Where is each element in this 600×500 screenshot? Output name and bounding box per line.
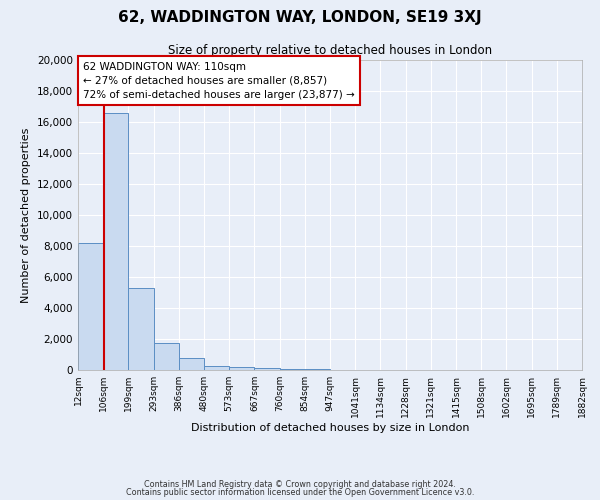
Y-axis label: Number of detached properties: Number of detached properties — [22, 128, 31, 302]
Bar — [78, 243, 103, 370]
Bar — [179, 358, 204, 370]
Bar — [154, 343, 179, 370]
Bar — [254, 368, 280, 370]
Bar — [305, 369, 330, 370]
Text: 62, WADDINGTON WAY, LONDON, SE19 3XJ: 62, WADDINGTON WAY, LONDON, SE19 3XJ — [118, 10, 482, 25]
Bar — [229, 368, 254, 370]
Bar — [204, 366, 229, 370]
Text: Contains public sector information licensed under the Open Government Licence v3: Contains public sector information licen… — [126, 488, 474, 497]
Text: Contains HM Land Registry data © Crown copyright and database right 2024.: Contains HM Land Registry data © Crown c… — [144, 480, 456, 489]
Title: Size of property relative to detached houses in London: Size of property relative to detached ho… — [168, 44, 492, 58]
X-axis label: Distribution of detached houses by size in London: Distribution of detached houses by size … — [191, 422, 469, 432]
Bar — [103, 112, 128, 370]
Bar — [280, 369, 305, 370]
Bar — [128, 288, 154, 370]
Text: 62 WADDINGTON WAY: 110sqm
← 27% of detached houses are smaller (8,857)
72% of se: 62 WADDINGTON WAY: 110sqm ← 27% of detac… — [83, 62, 355, 100]
